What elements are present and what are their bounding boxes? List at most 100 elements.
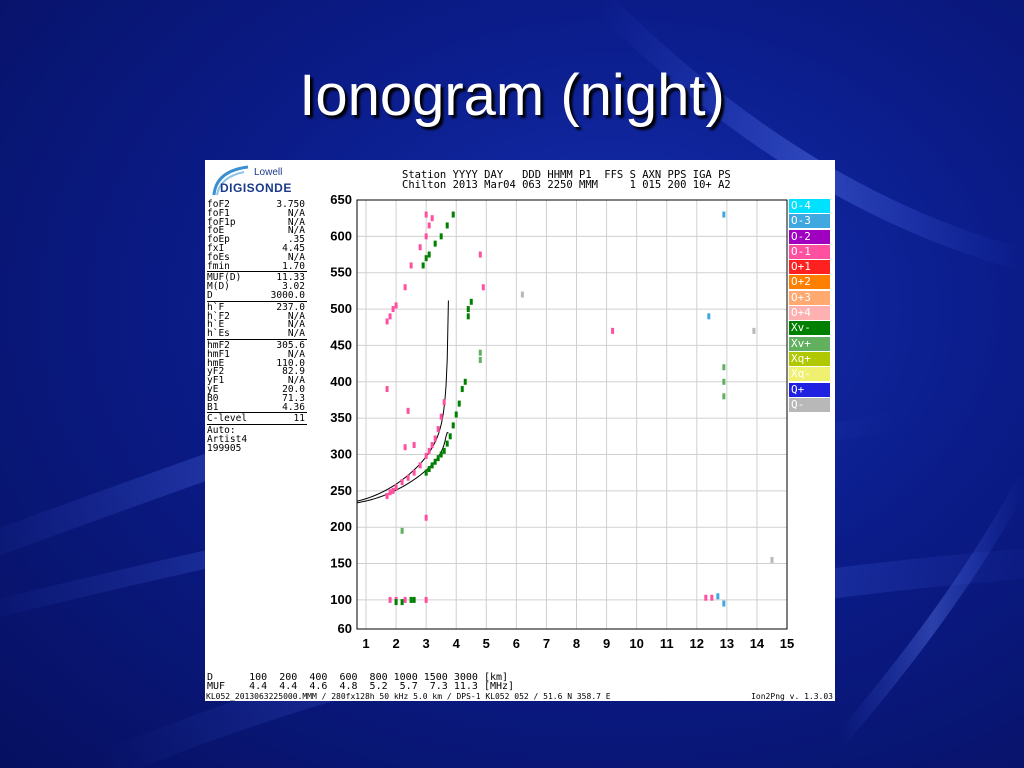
parameter-list: foF2 3.750 foF1 N/A foF1p N/A foE N/A foEp .35 fxI… bbox=[207, 200, 307, 453]
echo-point-xvplus bbox=[722, 378, 726, 385]
param-separator bbox=[207, 271, 307, 273]
echo-point-ominus1 bbox=[391, 487, 395, 494]
param-row: foF1p N/A bbox=[207, 217, 307, 227]
param-value: 237.0 bbox=[276, 301, 305, 313]
x-tick-label: 14 bbox=[750, 636, 765, 651]
param-row: B0 71.3 bbox=[207, 393, 307, 403]
legend-entry-ominus2: O-2 bbox=[789, 229, 830, 244]
param-row: M(D) 3.02 bbox=[207, 281, 307, 293]
param-value: N/A bbox=[287, 225, 305, 237]
echo-point-ominus1 bbox=[710, 594, 714, 601]
version-footer: Ion2Png v. 1.3.03 bbox=[751, 692, 833, 701]
y-tick-label: 400 bbox=[330, 374, 352, 389]
echo-point-ominus3 bbox=[716, 593, 720, 600]
x-tick-label: 7 bbox=[543, 636, 550, 651]
echo-point-ominus1 bbox=[611, 327, 615, 334]
ionogram-panel: 1 2 3 4 5 6 7 8 9 10 11 12 13 14 15 60 100 150 200 250 300 35… bbox=[205, 160, 835, 701]
param-row: h`F 237.0 bbox=[207, 301, 307, 313]
param-label: foEs bbox=[207, 251, 230, 263]
echo-point-ominus1 bbox=[424, 452, 428, 459]
echo-point-ominus1 bbox=[430, 442, 434, 449]
param-row: foEs N/A bbox=[207, 251, 307, 263]
param-row: h`Es N/A bbox=[207, 328, 307, 340]
auto-line: 199905 bbox=[207, 443, 242, 455]
legend-entry-xvplus: Xv+ bbox=[789, 336, 830, 351]
echo-point-ominus1 bbox=[403, 596, 407, 603]
legend-entry-qplus: Q+ bbox=[789, 382, 830, 397]
y-tick-label: 500 bbox=[330, 301, 352, 316]
echo-point-xvplus bbox=[400, 527, 404, 534]
echo-point-ominus3 bbox=[722, 211, 726, 218]
echo-point-xvminus bbox=[433, 240, 437, 247]
param-label: foEp bbox=[207, 234, 230, 246]
legend: O-4 O-3 O-2 O-1 O+1 O+2 O+3 O+4 Xv- Xv+ Xq+ Xq- Q+ Q- bbox=[789, 199, 830, 413]
echo-point-ominus3 bbox=[707, 313, 711, 320]
param-row: MUF(D) 11.33 bbox=[207, 272, 307, 284]
y-tick-label: 300 bbox=[330, 446, 352, 461]
param-row: yF2 82.9 bbox=[207, 367, 307, 377]
echo-point-ominus1 bbox=[442, 399, 446, 406]
param-value: 4.36 bbox=[282, 401, 305, 413]
param-row: yE 20.0 bbox=[207, 383, 307, 395]
echo-point-ominus1 bbox=[436, 426, 440, 433]
echo-point-ominus1 bbox=[388, 596, 392, 603]
param-row: hmF1 N/A bbox=[207, 350, 307, 360]
x-tick-label: 15 bbox=[780, 636, 794, 651]
param-row: fmin 1.70 bbox=[207, 260, 307, 272]
echo-point-ominus1 bbox=[409, 262, 413, 269]
x-tick-label: 4 bbox=[453, 636, 461, 651]
echo-point-qminus bbox=[520, 291, 524, 298]
header-line-1: Station YYYY DAY DDD HHMM P1 FFS S AXN P… bbox=[402, 169, 731, 181]
file-info-footer: KL052_2013063225000.MMM / 280fx128h 50 k… bbox=[206, 692, 611, 701]
echo-point-ominus1 bbox=[394, 484, 398, 491]
x-tick-label: 9 bbox=[603, 636, 610, 651]
param-label: yF1 bbox=[207, 375, 225, 387]
echo-point-xvplus bbox=[478, 349, 482, 356]
legend-entry-ominus4: O-4 bbox=[789, 199, 830, 213]
legend-entry-oplus2: O+2 bbox=[789, 275, 830, 290]
param-row: yF1 N/A bbox=[207, 375, 307, 387]
x-tick-label: 5 bbox=[483, 636, 490, 651]
echo-point-xvminus bbox=[469, 298, 473, 305]
echo-point-ominus1 bbox=[385, 386, 389, 393]
echo-point-xvminus bbox=[421, 262, 425, 269]
echo-point-xvminus bbox=[427, 251, 431, 258]
echo-point-xvminus bbox=[409, 596, 413, 603]
echo-point-ominus1 bbox=[424, 211, 428, 218]
slide-title: Ionogram (night) bbox=[299, 63, 725, 128]
param-value: N/A bbox=[287, 328, 305, 340]
param-label: foE bbox=[207, 225, 225, 237]
echo-point-xvplus bbox=[722, 393, 726, 400]
param-label: hmF2 bbox=[207, 339, 230, 351]
param-label: yE bbox=[207, 383, 219, 395]
distance-row: D 100 200 400 600 800 1000 1500 3000 [km… bbox=[207, 672, 509, 683]
param-value: 1.70 bbox=[282, 260, 305, 272]
param-label: M(D) bbox=[207, 281, 230, 293]
station-header: Station YYYY DAY DDD HHMM P1 FFS S AXN P… bbox=[402, 169, 731, 191]
param-value: 305.6 bbox=[276, 339, 305, 351]
echo-point-ominus1 bbox=[406, 407, 410, 414]
echo-point-xvminus bbox=[439, 233, 443, 240]
param-row: h`E N/A bbox=[207, 320, 307, 330]
echo-point-ominus1 bbox=[424, 596, 428, 603]
param-label: B1 bbox=[207, 401, 219, 413]
echo-point-xvminus bbox=[466, 306, 470, 313]
echo-point-ominus1 bbox=[481, 284, 485, 291]
echo-point-qminus bbox=[770, 556, 774, 563]
plot-frame bbox=[356, 199, 788, 630]
echo-point-xvminus bbox=[427, 466, 431, 473]
param-row: foF1 N/A bbox=[207, 209, 307, 219]
echo-point-ominus1 bbox=[394, 302, 398, 309]
param-value: N/A bbox=[287, 375, 305, 387]
echo-point-ominus1 bbox=[704, 594, 708, 601]
logo-lowell: Lowell bbox=[254, 167, 283, 178]
param-label: fxI bbox=[207, 242, 225, 254]
echo-point-xvminus bbox=[433, 458, 437, 465]
x-tick-label: 11 bbox=[660, 636, 674, 651]
param-value: N/A bbox=[287, 251, 305, 263]
param-value: 11.33 bbox=[276, 272, 305, 284]
param-label: h`F bbox=[207, 301, 225, 313]
param-separator bbox=[207, 300, 307, 302]
y-tick-label: 600 bbox=[330, 228, 352, 243]
param-row: fxI 4.45 bbox=[207, 242, 307, 254]
